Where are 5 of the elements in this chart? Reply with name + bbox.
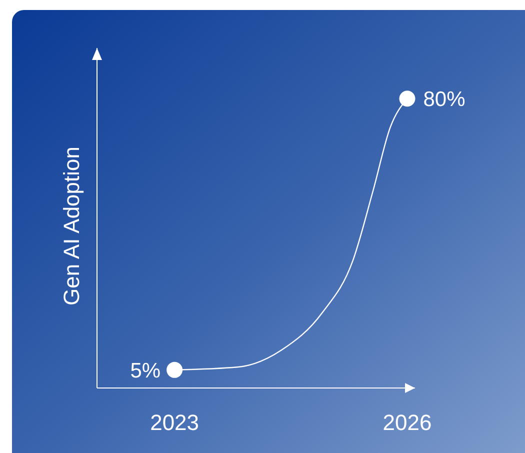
data-label: 5%: [130, 359, 161, 382]
y-axis-title: Gen AI Adoption: [59, 146, 84, 306]
x-tick-label: 2023: [150, 410, 200, 435]
data-label: 80%: [423, 88, 466, 111]
x-tick-label: 2026: [382, 410, 432, 435]
